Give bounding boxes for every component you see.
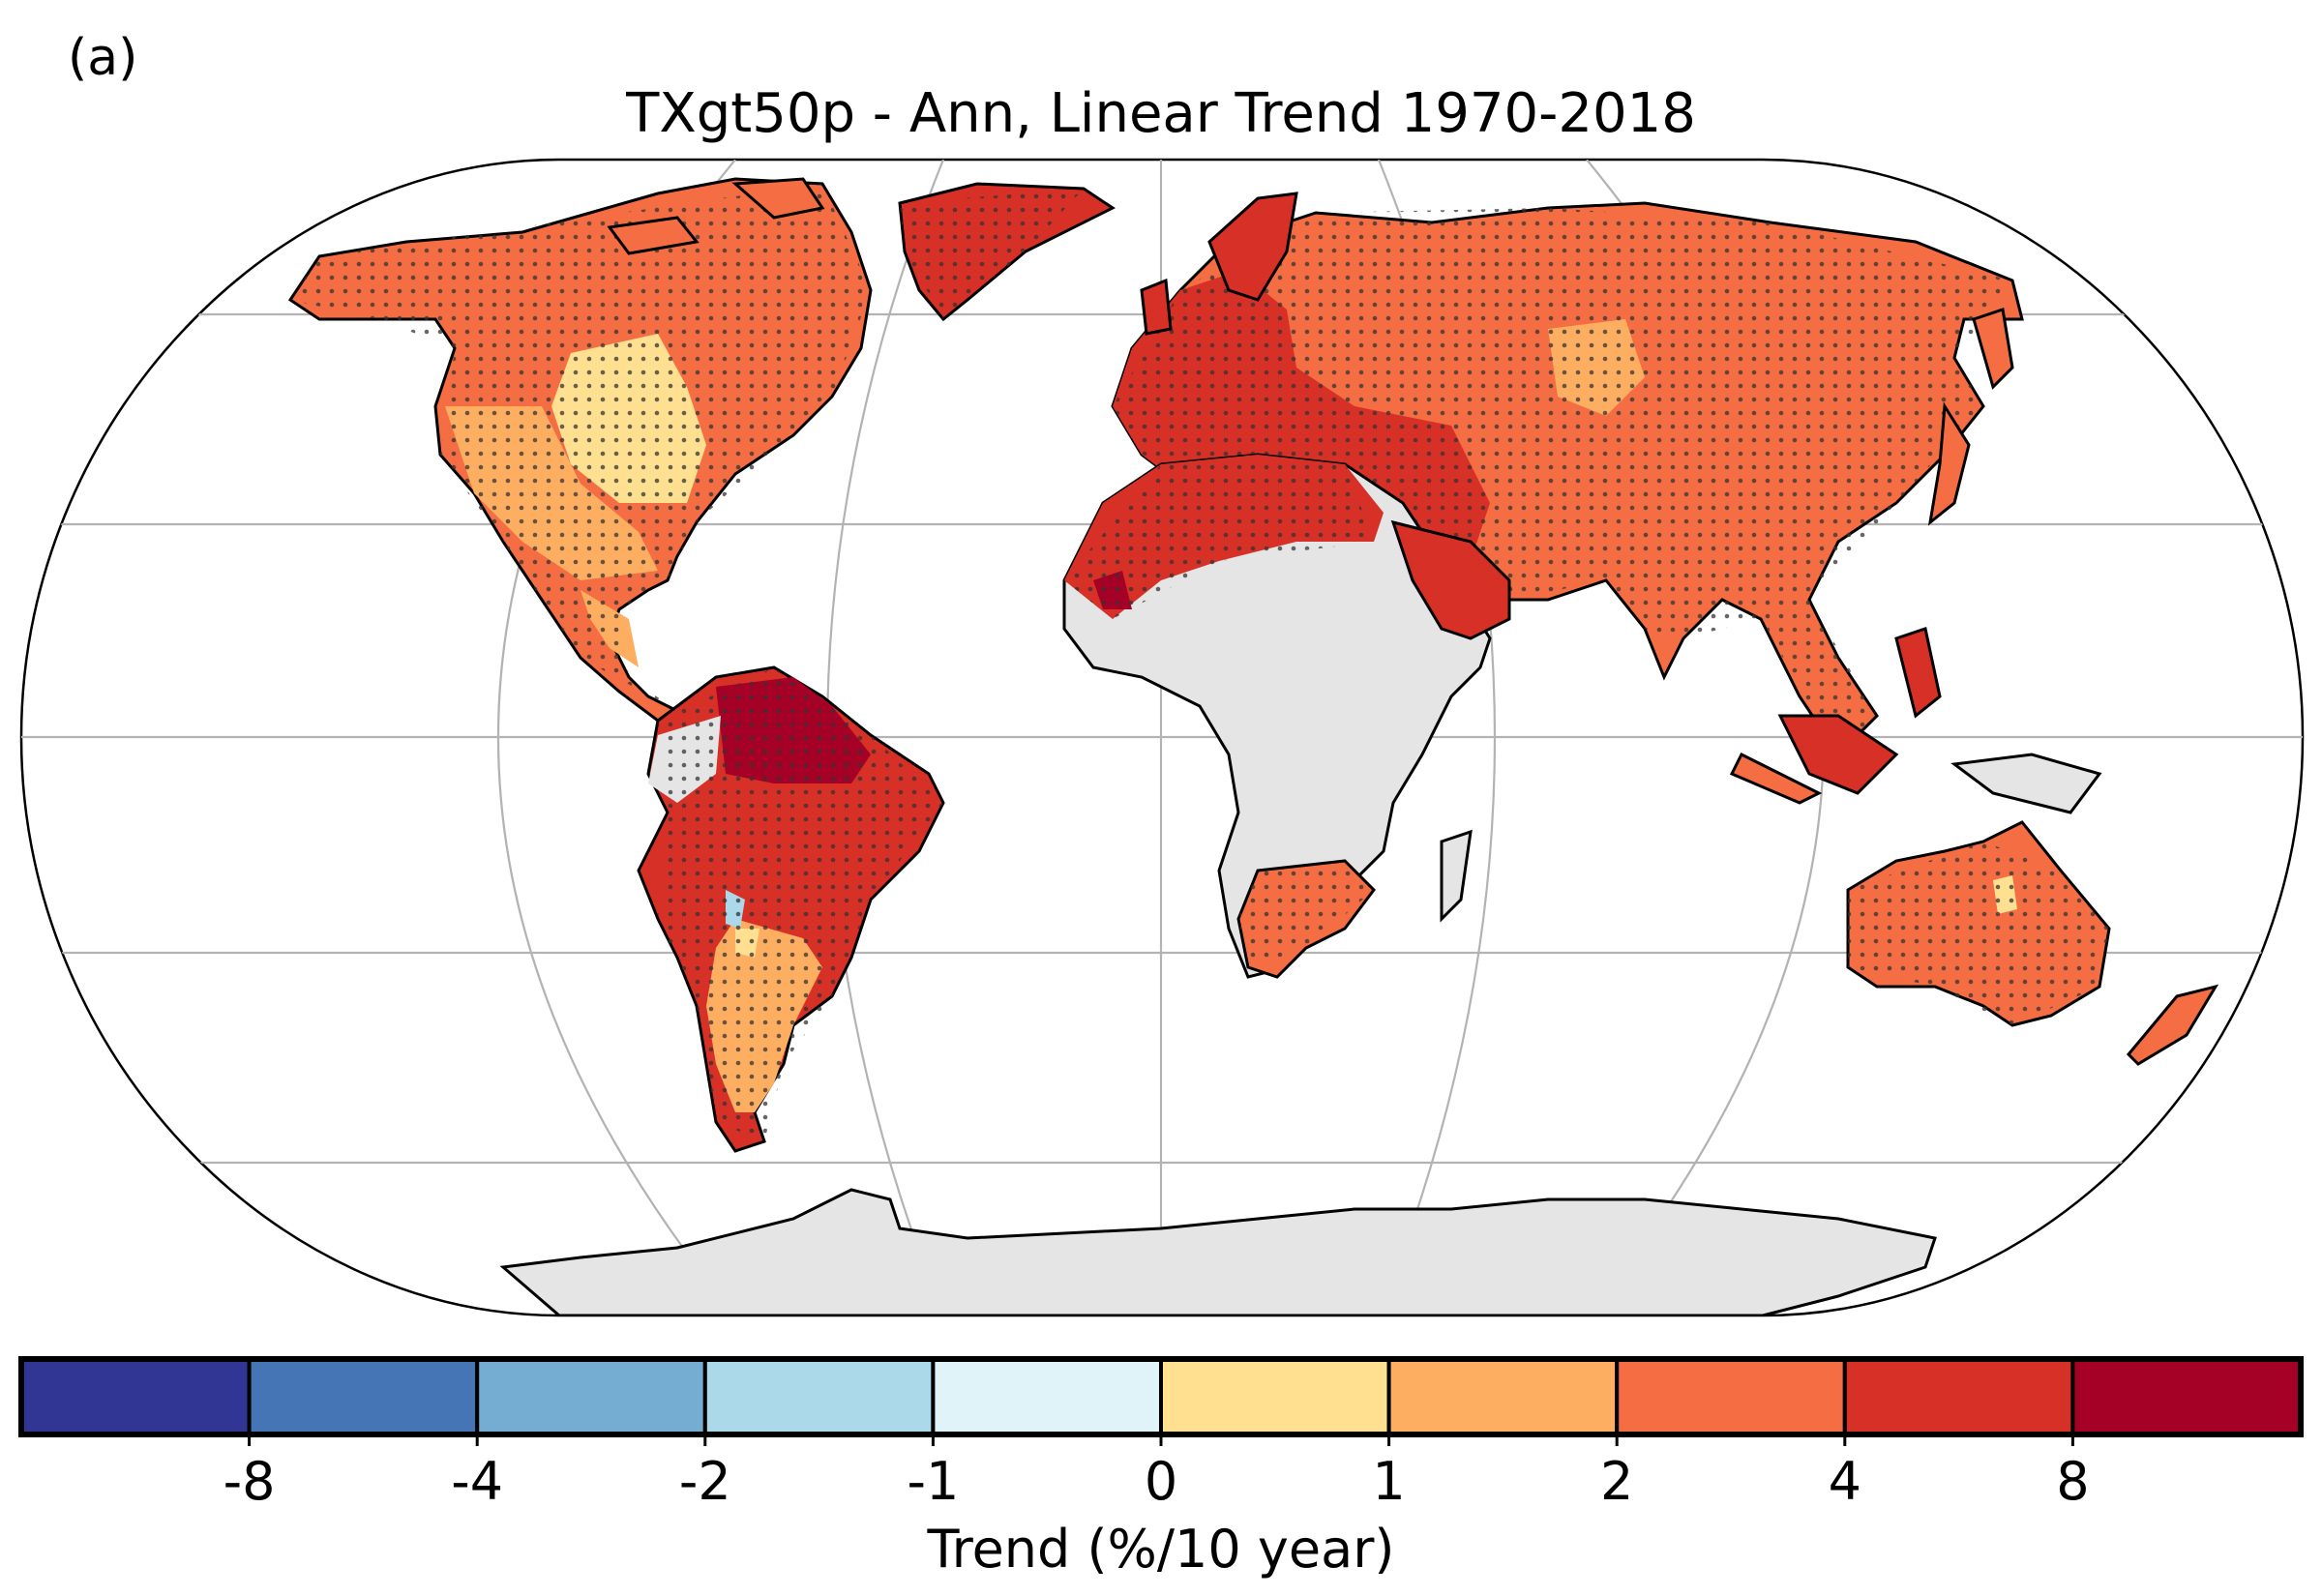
colorbar-cell <box>247 1357 480 1436</box>
colorbar-cell <box>475 1357 707 1436</box>
colorbar-cell <box>1615 1357 1847 1436</box>
south-america <box>637 665 945 1153</box>
colorbar-tick-label: 8 <box>2056 1451 2090 1512</box>
antarctica <box>499 1188 1937 1315</box>
map-title: TXgt50p - Ann, Linear Trend 1970-2018 <box>626 82 1696 145</box>
colorbar-tick-label: 1 <box>1372 1451 1406 1512</box>
colorbar-cell <box>1159 1357 1391 1436</box>
colorbar-label: Trend (%/10 year) <box>927 1519 1395 1580</box>
colorbar-cell <box>1386 1357 1620 1436</box>
north-america <box>287 177 1116 723</box>
colorbar-tick-label: -4 <box>451 1451 504 1512</box>
africa <box>1062 453 1511 979</box>
panel-label: (a) <box>68 29 138 87</box>
colorbar-tick-label: 2 <box>1600 1451 1634 1512</box>
eurasia <box>1111 192 2102 814</box>
colorbar-tick-label: 4 <box>1828 1451 1861 1512</box>
colorbar-tick-label: -8 <box>223 1451 276 1512</box>
colorbar-cell <box>2070 1357 2303 1436</box>
colorbar-cell <box>1842 1357 2075 1436</box>
colorbar-tick-label: 0 <box>1144 1451 1178 1512</box>
colorbar-cell <box>19 1357 252 1436</box>
colorbar-tick-label: -1 <box>907 1451 960 1512</box>
australia <box>1846 820 2219 1066</box>
colorbar-tick-label: -2 <box>678 1451 731 1512</box>
colorbar-cell <box>931 1357 1164 1436</box>
colorbar-cell <box>702 1357 936 1436</box>
